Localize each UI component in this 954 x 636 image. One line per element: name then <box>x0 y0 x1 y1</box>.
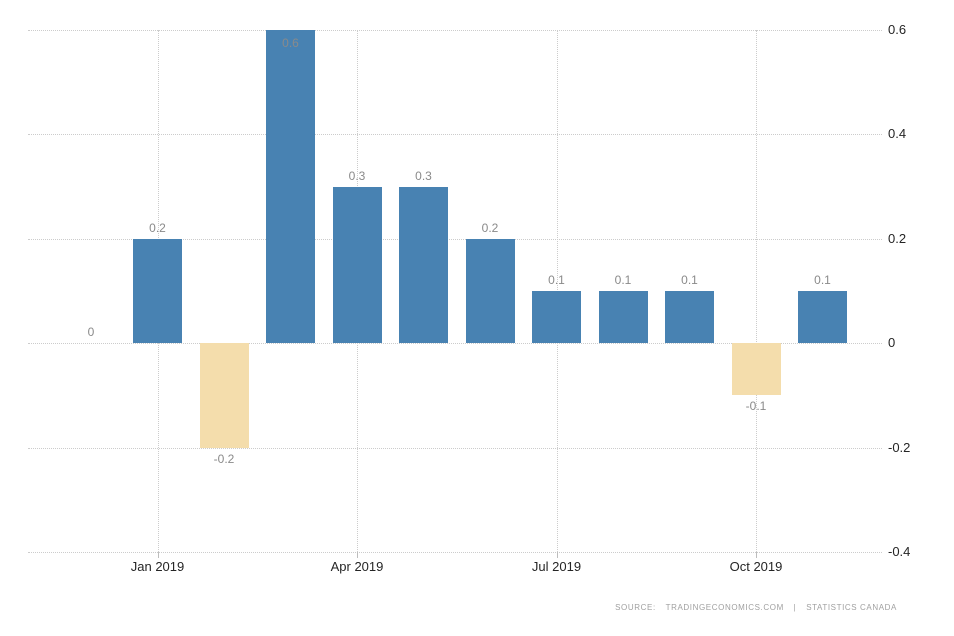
bar-9[interactable] <box>665 291 714 344</box>
bar-value-label: 0 <box>87 325 95 340</box>
bar-value-label: 0.6 <box>282 36 299 50</box>
source-agency: STATISTICS CANADA <box>806 603 897 612</box>
bar-11[interactable] <box>798 291 847 344</box>
source-separator: | <box>793 603 797 612</box>
x-axis-tick <box>157 552 159 558</box>
source-label: SOURCE: <box>615 603 656 612</box>
hgridline-0.2 <box>28 238 882 240</box>
y-axis-tick-label: 0.6 <box>888 22 907 37</box>
bar-6[interactable] <box>465 238 515 344</box>
hgridline-0.4 <box>28 134 882 136</box>
source-attribution: SOURCE: TRADINGECONOMICS.COM | STATISTIC… <box>615 602 897 614</box>
bar-value-label: 0.3 <box>415 168 432 183</box>
bar-value-label: -0.2 <box>213 451 235 466</box>
bar-value-label: 0.3 <box>348 168 366 183</box>
x-axis-tick-label: Jan 2019 <box>130 559 185 574</box>
plot-area: 0 0.2 -0.2 0.6 0.3 0.3 0.2 0.1 0.1 0.1 -0.1 0.1 <box>28 30 882 553</box>
bar-1[interactable] <box>133 238 182 344</box>
x-axis-tick <box>357 552 358 558</box>
x-axis-tick-label: Jul 2019 <box>531 559 582 574</box>
hgridline-0.6 <box>28 30 882 31</box>
source-provider: TRADINGECONOMICS.COM <box>665 603 784 612</box>
bar-value-label: 0.2 <box>481 220 499 235</box>
y-axis-tick-label: 0.2 <box>888 230 907 246</box>
y-axis-tick-label: 0 <box>888 335 896 351</box>
y-axis-tick-label: -0.4 <box>888 544 911 559</box>
hgridline--0.4 <box>28 552 882 553</box>
hgridline-0 <box>28 343 882 345</box>
bar-7[interactable] <box>532 291 581 344</box>
bar-value-label: -0.1 <box>745 399 767 414</box>
hgridline--0.2 <box>28 447 882 449</box>
y-axis-tick-label: -0.2 <box>888 439 911 455</box>
x-axis-tick-label: Oct 2019 <box>729 559 783 574</box>
vgridline-oct-2019 <box>756 30 757 552</box>
bar-5[interactable] <box>399 186 448 344</box>
bar-8[interactable] <box>598 291 648 344</box>
bar-value-label: 0.2 <box>149 220 166 235</box>
bar-value-label: 0.1 <box>814 273 831 287</box>
bar-4[interactable] <box>332 186 382 344</box>
bar-3[interactable] <box>266 30 315 344</box>
bar-value-label: 0.1 <box>548 273 565 287</box>
bar-value-label: 0.1 <box>614 273 632 287</box>
y-axis-tick-label: 0.4 <box>888 126 907 142</box>
bar-2[interactable] <box>199 343 249 448</box>
x-axis-tick-label: Apr 2019 <box>330 559 384 574</box>
x-axis-tick <box>556 552 558 558</box>
x-axis-tick <box>756 552 757 558</box>
bar-value-label: 0.1 <box>681 273 698 287</box>
bar-10[interactable] <box>731 343 781 396</box>
